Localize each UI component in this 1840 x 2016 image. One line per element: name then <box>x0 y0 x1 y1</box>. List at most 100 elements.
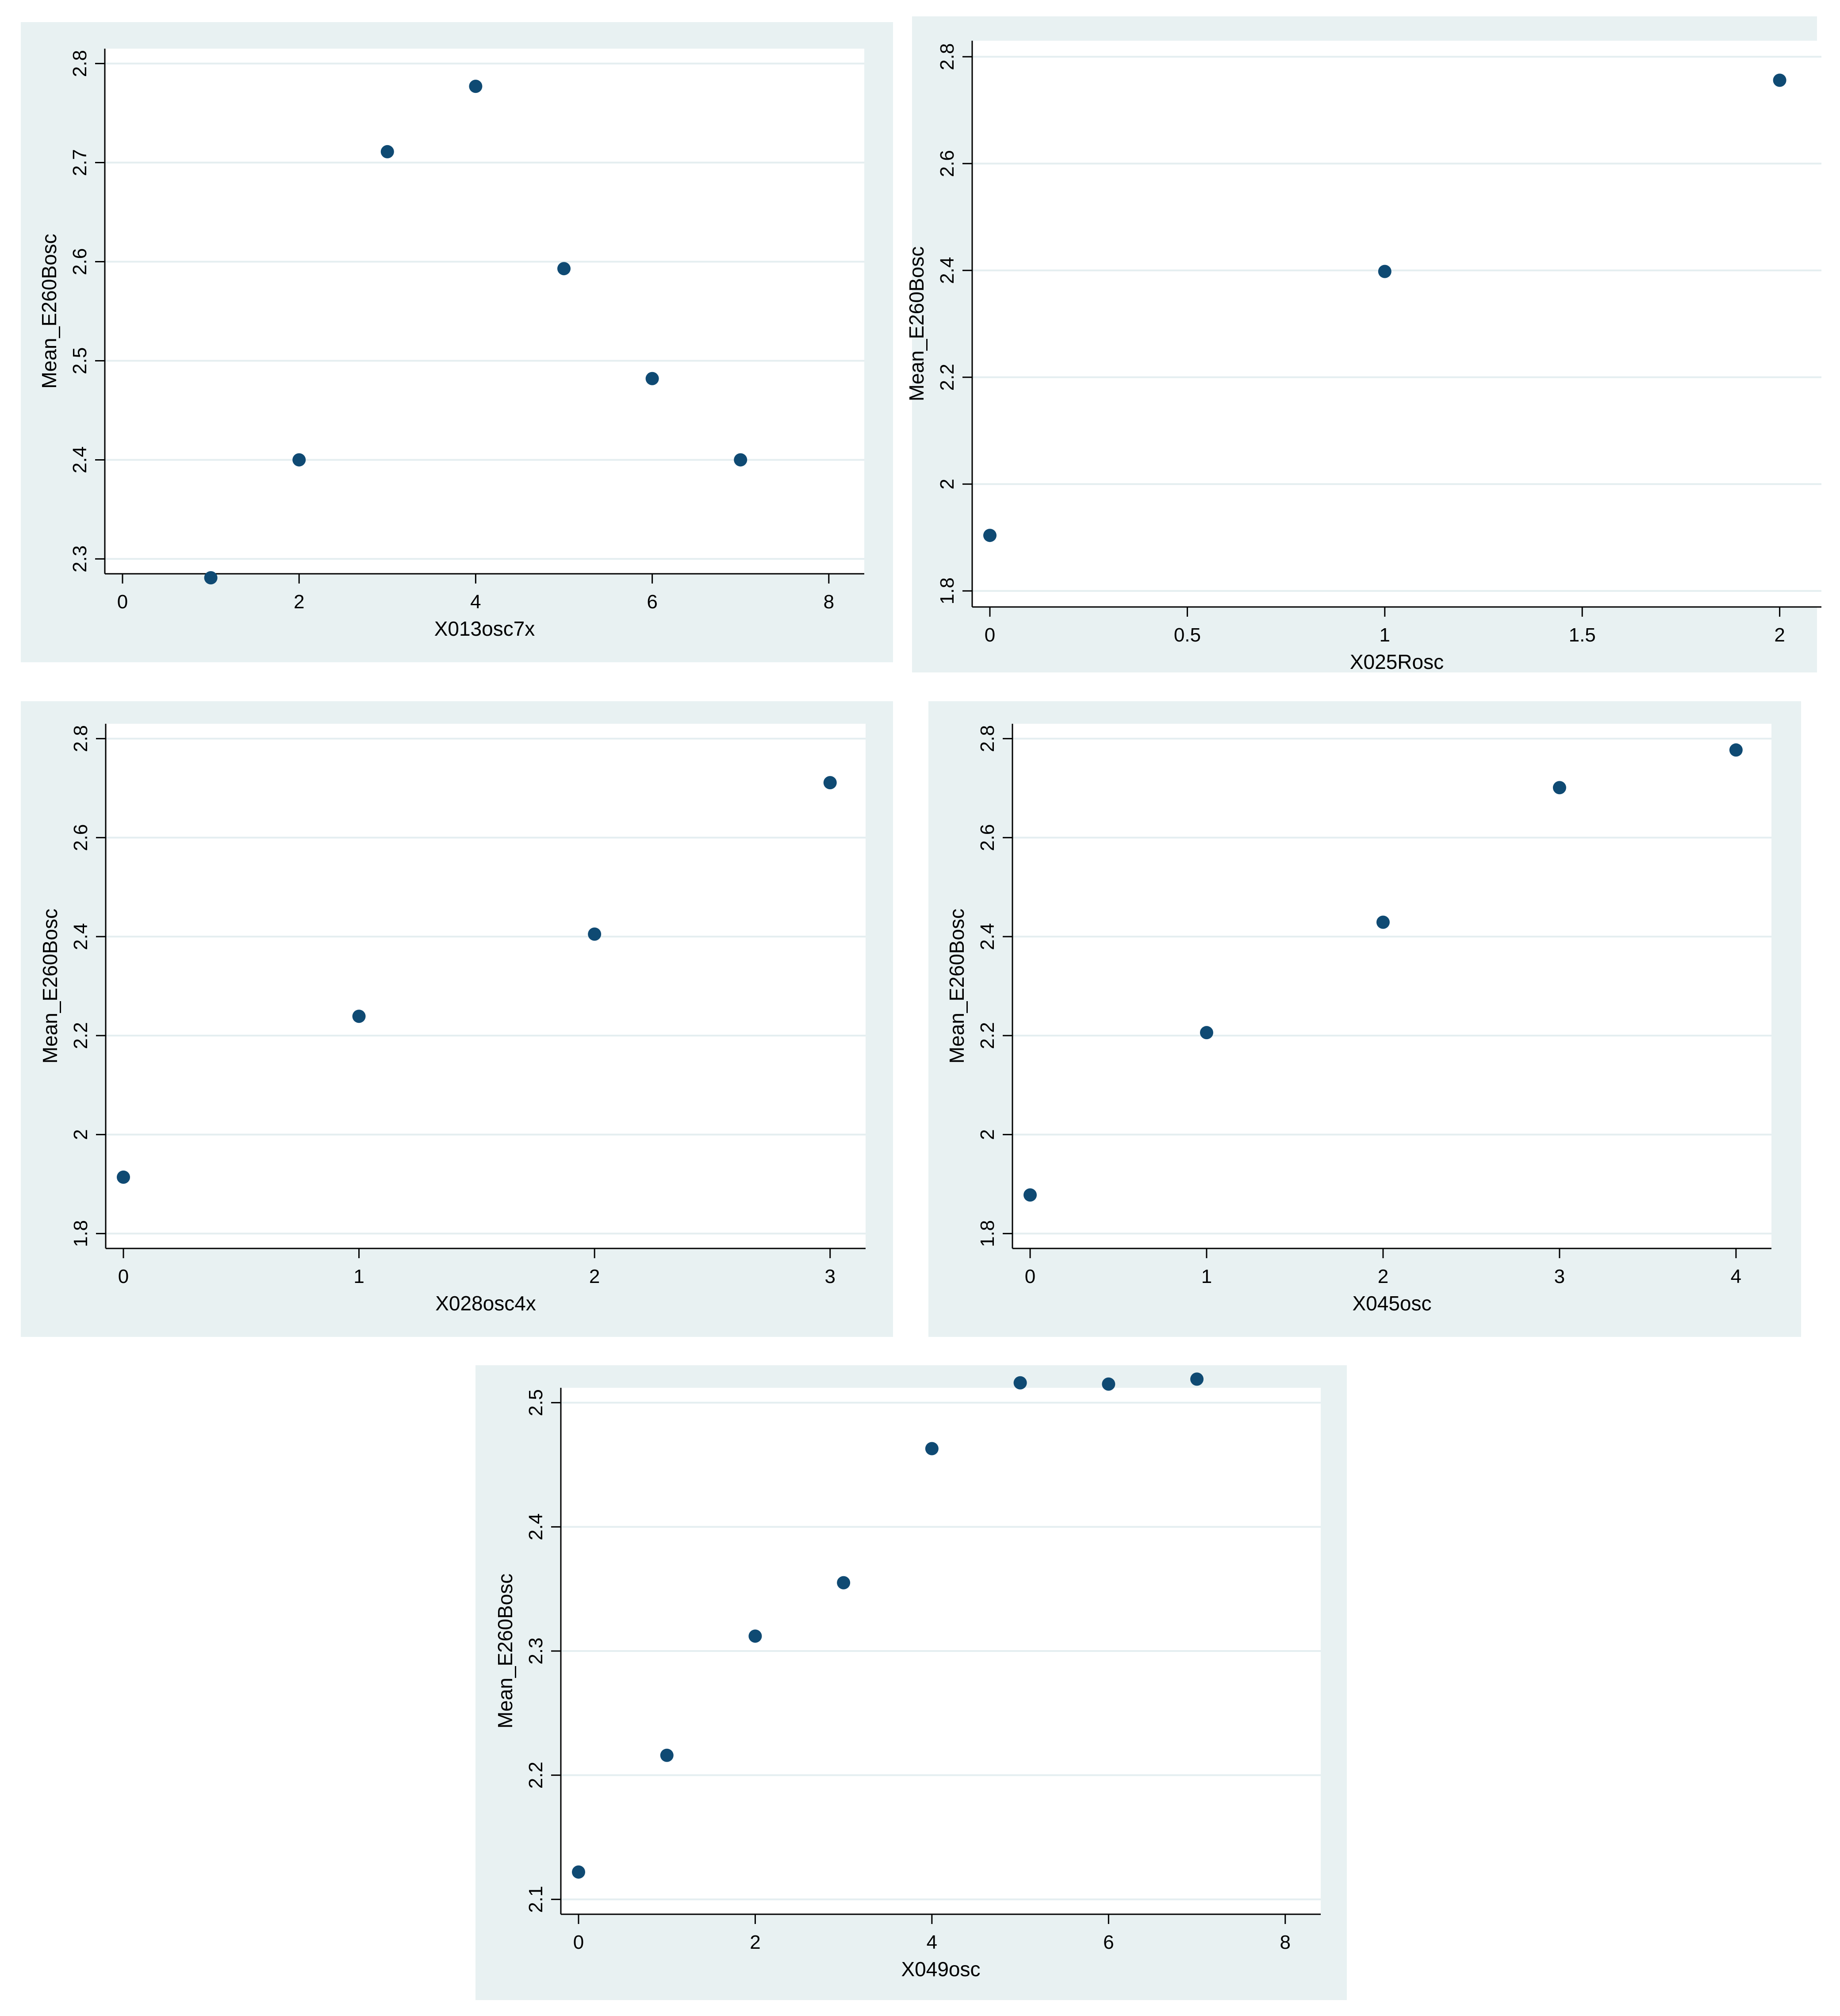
data-point <box>1729 743 1743 757</box>
data-point <box>660 1748 674 1762</box>
y-tick-label: 2.8 <box>936 43 958 70</box>
y-tick-label: 1.8 <box>936 577 958 604</box>
x-tick-label: 2 <box>589 1266 600 1287</box>
y-tick-label: 2.8 <box>70 725 92 752</box>
chart-panel-4: 1.8 2 2.2 2.4 2.6 2.8 0 1 2 3 4 X045osc Mean_E260Bos… <box>928 701 1801 1337</box>
x-tick-label: 3 <box>824 1266 835 1287</box>
x-tick-label: 4 <box>1731 1266 1741 1287</box>
y-tick-label: 2.4 <box>70 923 92 950</box>
data-point <box>734 453 748 467</box>
y-tick-label: 1.8 <box>70 1220 92 1247</box>
y-tick-label: 2.2 <box>936 364 958 391</box>
x-axis-title: X013osc7x <box>434 617 535 640</box>
x-tick-label: 2 <box>750 1932 760 1953</box>
x-tick-label: 0 <box>118 1266 129 1287</box>
y-tick-label: 2.3 <box>525 1637 547 1664</box>
data-point <box>837 1576 851 1590</box>
data-point <box>352 1010 366 1023</box>
data-point <box>1200 1026 1213 1040</box>
y-tick-label: 2.8 <box>69 50 91 77</box>
y-tick-label: 2 <box>977 1129 998 1140</box>
y-tick-label: 2.3 <box>69 545 91 572</box>
x-tick-label: 0 <box>117 591 128 613</box>
data-point <box>1024 1188 1037 1202</box>
data-point <box>1552 781 1566 795</box>
x-tick-label: 4 <box>927 1932 937 1953</box>
y-tick-label: 2.5 <box>69 347 91 374</box>
x-axis-title: X025Rosc <box>1350 650 1444 673</box>
y-axis-title: Mean_E260Bosc <box>38 234 61 388</box>
chart-2: 1.8 2 2.2 2.4 2.6 2.8 0 0.5 1 1.5 2 X025Rosc Mean_E2… <box>905 41 1821 673</box>
data-point <box>1013 1376 1027 1390</box>
chart-panel-3: 1.8 2 2.2 2.4 2.6 2.8 0 1 2 3 X028osc4x Mean_E260Bo… <box>21 701 893 1337</box>
y-axis-title: Mean_E260Bosc <box>905 246 928 401</box>
data-point <box>1376 915 1390 929</box>
data-point <box>117 1170 130 1184</box>
data-point <box>983 529 997 542</box>
y-tick-label: 2.4 <box>69 446 91 473</box>
x-axis-title: X028osc4x <box>435 1292 536 1315</box>
y-axis-title: Mean_E260Bosc <box>494 1574 517 1728</box>
chart-1: 2.3 2.4 2.5 2.6 2.7 2.8 0 2 4 6 8 X013osc7x Mean_E26… <box>38 49 864 640</box>
y-tick-label: 2.6 <box>69 248 91 275</box>
data-point <box>1102 1377 1116 1391</box>
chart-panel-1: 2.3 2.4 2.5 2.6 2.7 2.8 0 2 4 6 8 X013osc7x Mean_E26… <box>21 22 893 662</box>
plot-area <box>105 49 864 574</box>
y-tick-label: 2.1 <box>525 1886 547 1913</box>
data-point <box>1773 73 1786 87</box>
data-point <box>204 571 218 584</box>
data-point <box>588 927 602 941</box>
x-tick-label: 0 <box>1025 1266 1035 1287</box>
y-tick-label: 2.2 <box>70 1022 92 1049</box>
data-point <box>645 372 659 385</box>
y-tick-label: 2.2 <box>977 1022 998 1049</box>
plot-area <box>1012 724 1771 1248</box>
x-axis-title: X049osc <box>901 1958 980 1981</box>
data-point <box>1378 265 1392 278</box>
y-tick-label: 2.6 <box>977 824 998 851</box>
data-point <box>292 453 306 467</box>
chart-5: 2.1 2.2 2.3 2.4 2.5 0 2 4 6 8 X049osc Mean_E260Bosc <box>494 1372 1321 1981</box>
x-tick-label: 1 <box>1201 1266 1212 1287</box>
y-tick-label: 2 <box>70 1129 92 1140</box>
chart-4: 1.8 2 2.2 2.4 2.6 2.8 0 1 2 3 4 X045osc Mean_E260Bos… <box>945 724 1771 1315</box>
y-tick-label: 2.4 <box>936 257 958 284</box>
chart-panel-5: 2.1 2.2 2.3 2.4 2.5 0 2 4 6 8 X049osc Mean_E260Bosc <box>475 1365 1347 2000</box>
x-tick-label: 8 <box>824 591 834 613</box>
chart-panel-2: 1.8 2 2.2 2.4 2.6 2.8 0 0.5 1 1.5 2 X025Rosc Mean_E2… <box>905 16 1821 673</box>
plot-area <box>972 41 1821 607</box>
x-tick-label: 6 <box>647 591 657 613</box>
y-tick-label: 2.7 <box>69 149 91 176</box>
x-tick-label: 8 <box>1280 1932 1290 1953</box>
data-point <box>380 145 394 158</box>
y-tick-label: 2.5 <box>525 1389 547 1416</box>
plot-area <box>106 724 866 1248</box>
x-tick-label: 0 <box>573 1932 584 1953</box>
data-point <box>925 1442 939 1455</box>
x-tick-label: 6 <box>1103 1932 1114 1953</box>
x-tick-label: 2 <box>294 591 304 613</box>
x-tick-label: 0.5 <box>1174 624 1201 646</box>
chart-3: 1.8 2 2.2 2.4 2.6 2.8 0 1 2 3 X028osc4x Mean_E260Bo… <box>38 724 866 1315</box>
x-tick-label: 2 <box>1774 624 1785 646</box>
y-axis-title: Mean_E260Bosc <box>945 909 968 1064</box>
x-tick-label: 0 <box>985 624 995 646</box>
y-tick-label: 2.6 <box>936 150 958 177</box>
y-tick-label: 2.4 <box>977 923 998 950</box>
data-point <box>557 262 571 276</box>
y-tick-label: 1.8 <box>977 1220 998 1247</box>
data-point <box>572 1865 585 1879</box>
y-tick-label: 2.2 <box>525 1762 547 1789</box>
x-axis-title: X045osc <box>1352 1292 1431 1315</box>
y-tick-label: 2.6 <box>70 824 92 851</box>
data-point <box>1190 1372 1204 1386</box>
y-tick-label: 2 <box>936 479 958 489</box>
x-tick-label: 3 <box>1554 1266 1565 1287</box>
data-point <box>748 1629 762 1643</box>
x-tick-label: 1 <box>353 1266 364 1287</box>
x-tick-label: 2 <box>1378 1266 1388 1287</box>
x-tick-label: 4 <box>470 591 481 613</box>
data-point <box>469 80 483 93</box>
y-tick-label: 2.4 <box>525 1513 547 1540</box>
y-tick-label: 2.8 <box>977 725 998 752</box>
